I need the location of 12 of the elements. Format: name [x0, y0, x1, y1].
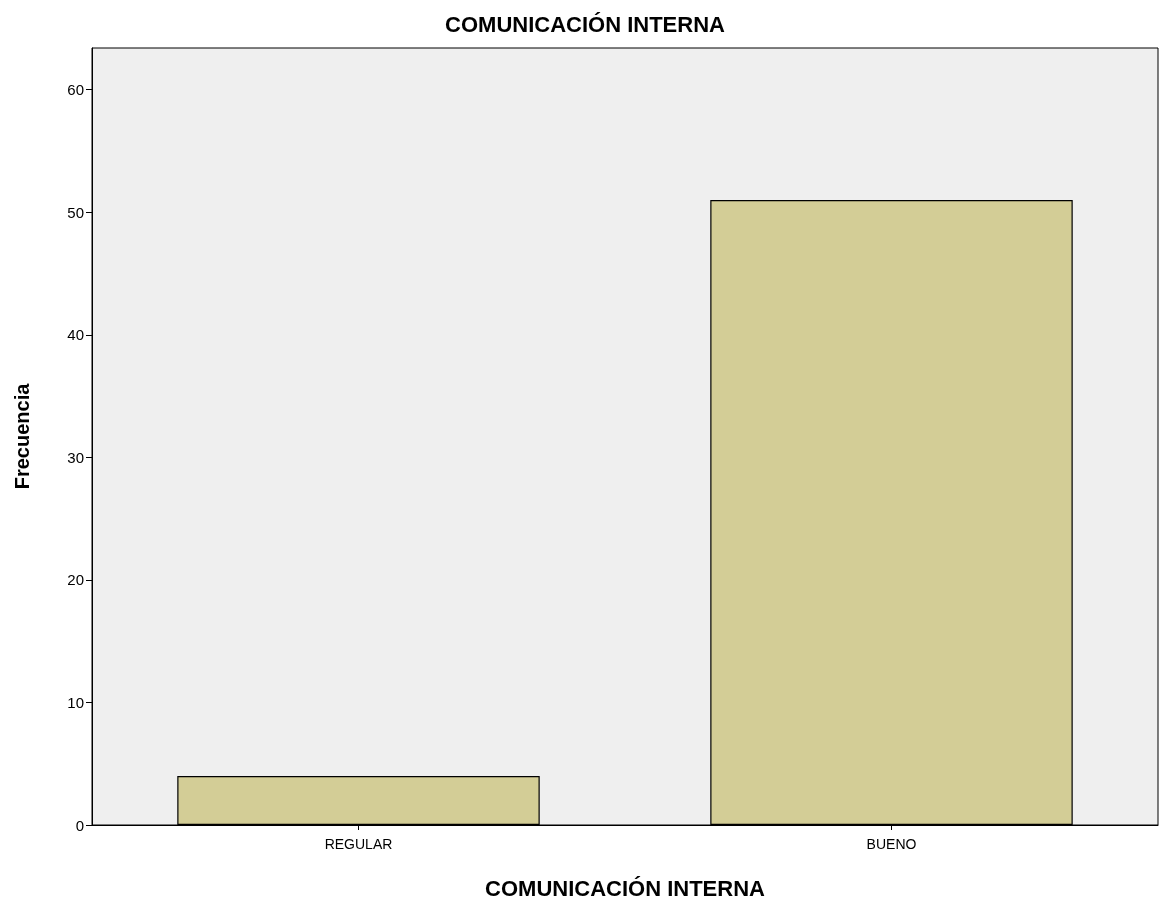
x-tick-label: REGULAR [324, 836, 393, 852]
chart-title: COMUNICACIÓN INTERNA [445, 11, 726, 37]
y-tick-label: 0 [75, 816, 84, 834]
x-axis-title: COMUNICACIÓN INTERNA [485, 875, 766, 901]
y-tick-label: 50 [67, 203, 84, 221]
y-tick-label: 30 [67, 448, 84, 466]
x-tick-label: BUENO [866, 836, 917, 852]
y-tick-label: 20 [67, 571, 84, 589]
y-tick-label: 60 [67, 81, 84, 99]
y-axis-title: Frecuencia [11, 382, 33, 490]
y-tick-label: 40 [67, 326, 84, 344]
y-tick-label: 10 [67, 693, 84, 711]
